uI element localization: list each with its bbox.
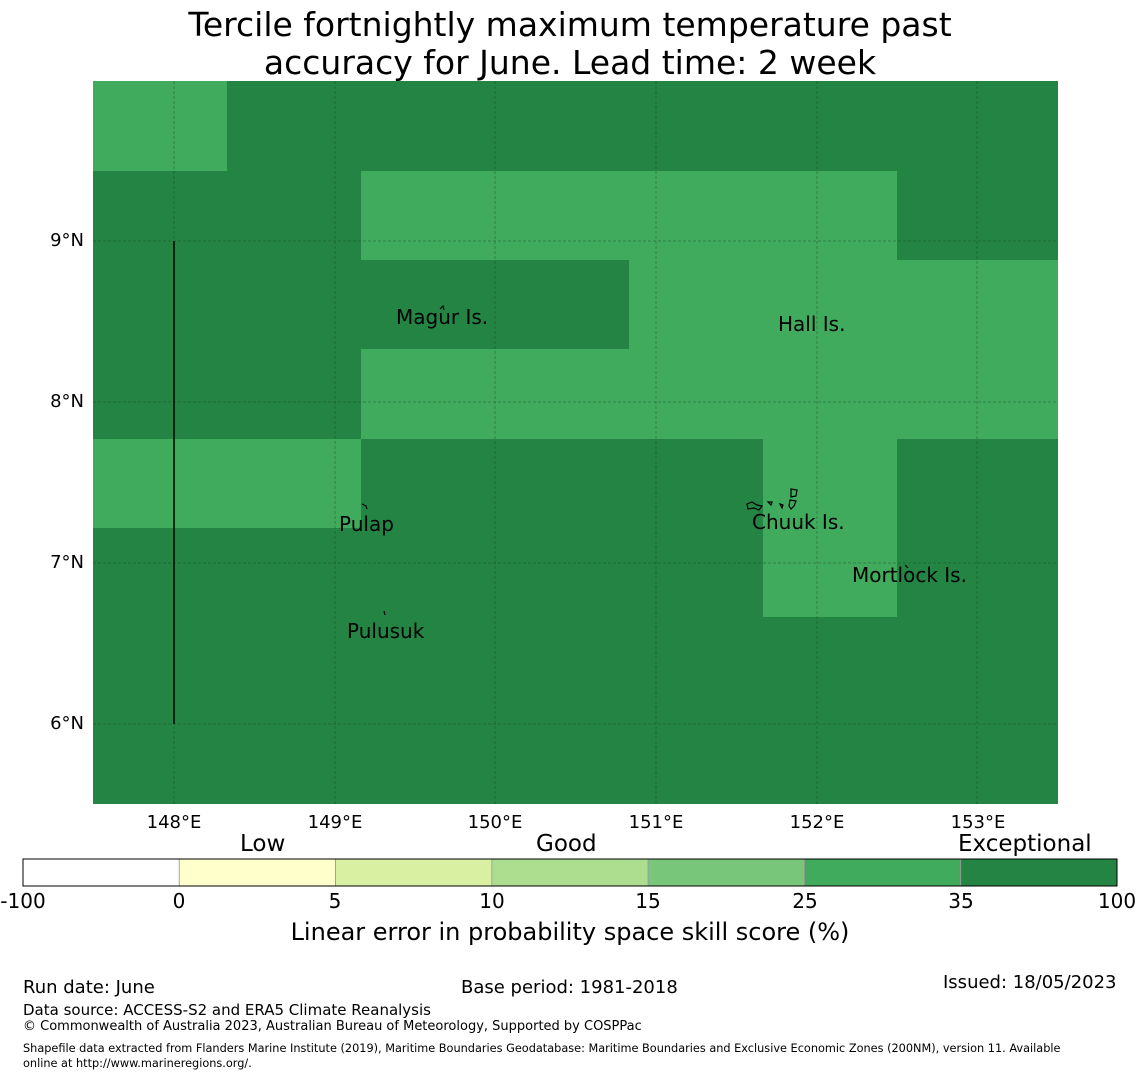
category-good: Good xyxy=(536,831,597,857)
colorbar-segment xyxy=(960,858,1118,887)
colorbar-tick: -100 xyxy=(0,889,46,913)
colorbar-label: Linear error in probability space skill … xyxy=(290,918,850,946)
colorbar-tick: 25 xyxy=(792,889,818,913)
colorbar-tick: 35 xyxy=(948,889,974,913)
colorbar-tick: 15 xyxy=(635,889,661,913)
skill-cell-good xyxy=(629,260,1058,349)
island-outlines xyxy=(361,304,909,616)
place-label-chuuk: Chuuk Is. xyxy=(752,510,845,534)
skill-grid xyxy=(93,81,1058,804)
colorbar-tick: 0 xyxy=(172,889,186,913)
chuuk-island-shape-3 xyxy=(766,501,773,507)
colorbar-segment xyxy=(178,858,336,887)
place-label-magur: Magur Is. xyxy=(396,305,489,329)
y-tick-label: 9°N xyxy=(50,230,84,251)
skill-cell-good xyxy=(763,439,897,617)
colorbar xyxy=(22,858,1118,887)
x-tick-label: 151°E xyxy=(628,812,684,833)
x-tick-label: 149°E xyxy=(307,812,363,833)
chart-title: Tercile fortnightly maximum temperature … xyxy=(0,6,1140,82)
skill-cell-good xyxy=(361,171,897,260)
title-line-2: accuracy for June. Lead time: 2 week xyxy=(263,43,877,82)
title-line-1: Tercile fortnightly maximum temperature … xyxy=(188,5,952,44)
base-period: Base period: 1981-2018 xyxy=(461,977,678,998)
pulap-island-shape xyxy=(361,503,368,510)
magur-island-shape xyxy=(439,304,445,311)
colorbar-segment xyxy=(647,858,805,887)
y-tick-label: 6°N xyxy=(50,713,84,734)
mortlock-island-shape xyxy=(904,564,909,569)
colorbar-tick: 5 xyxy=(328,889,342,913)
x-tick-label: 150°E xyxy=(467,812,523,833)
colorbar-segment xyxy=(491,858,649,887)
x-tick-label: 152°E xyxy=(789,812,845,833)
colorbar-segment xyxy=(22,858,180,887)
place-label-pulusuk: Pulusuk xyxy=(347,619,425,643)
data-source: Data source: ACCESS-S2 and ERA5 Climate … xyxy=(23,1001,431,1019)
colorbar-tick: 10 xyxy=(479,889,505,913)
skill-cell-good xyxy=(361,349,1058,439)
place-label-hall: Hall Is. xyxy=(778,312,846,336)
skill-cell-good xyxy=(93,81,227,171)
chuuk-island-shape-5 xyxy=(788,499,797,510)
copyright: © Commonwealth of Australia 2023, Austra… xyxy=(23,1019,642,1034)
x-tick-label: 148°E xyxy=(146,812,202,833)
colorbar-segment xyxy=(804,858,962,887)
pulusuk-island-shape xyxy=(383,610,386,616)
colorbar-tick: 100 xyxy=(1097,889,1137,913)
shapefile-credit-line-1: Shapefile data extracted from Flanders M… xyxy=(23,1042,1061,1055)
category-exceptional: Exceptional xyxy=(958,831,1092,857)
category-low: Low xyxy=(240,831,286,857)
chuuk-island-shape-4 xyxy=(778,502,784,510)
y-tick-label: 8°N xyxy=(50,391,84,412)
x-tick-label: 153°E xyxy=(950,812,1006,833)
issued-date: Issued: 18/05/2023 xyxy=(943,972,1117,993)
place-label-mortlock: Mortlock Is. xyxy=(852,563,967,587)
chuuk-island-shape-2 xyxy=(746,501,764,511)
y-tick-label: 7°N xyxy=(50,552,84,573)
shapefile-credit-line-2: online at http://www.marineregions.org/. xyxy=(23,1057,252,1070)
chuuk-island-shape-1 xyxy=(790,488,798,498)
colorbar-frame xyxy=(22,858,1118,887)
graticule xyxy=(93,81,1058,804)
skill-cell-good xyxy=(93,439,361,528)
place-label-pulap: Pulap xyxy=(339,512,394,536)
colorbar-segment xyxy=(335,858,493,887)
run-date: Run date: June xyxy=(23,977,155,998)
